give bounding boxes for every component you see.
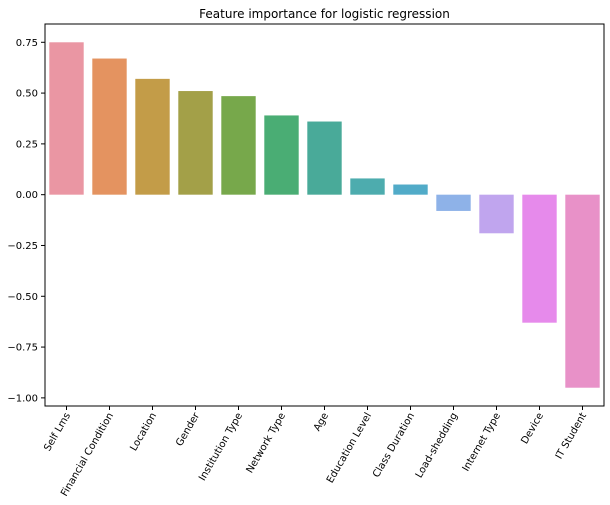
x-tick-label: Internet Type — [461, 411, 503, 474]
bar-institution-type — [221, 96, 256, 195]
x-tick-label: Device — [519, 411, 546, 446]
x-tick-label: Network Type — [245, 411, 288, 475]
y-tick-label: −1.00 — [7, 393, 38, 404]
bar-financial-condition — [92, 58, 127, 195]
x-tick-label: Self Lms — [42, 411, 73, 453]
bar-internet-type — [479, 194, 514, 234]
bar-education-level — [350, 178, 385, 195]
bar-gender — [178, 91, 213, 195]
bar-location — [135, 78, 170, 195]
bar-class-duration — [393, 184, 428, 195]
x-tick-label: Institution Type — [197, 411, 245, 483]
y-tick-label: 0.25 — [16, 139, 38, 150]
y-tick-label: −0.50 — [7, 292, 38, 303]
y-tick-label: −0.75 — [7, 343, 38, 354]
bar-network-type — [264, 115, 299, 195]
x-tick-label: Class Duration — [371, 411, 417, 480]
y-tick-label: 0.50 — [16, 89, 38, 100]
y-tick-label: 0.75 — [16, 38, 38, 49]
bar-it-student — [565, 194, 600, 388]
x-tick-label: IT Student — [554, 411, 589, 461]
plot-frame — [44, 23, 605, 407]
chart-title: Feature importance for logistic regressi… — [199, 7, 450, 21]
bars — [49, 42, 600, 388]
bar-age — [307, 121, 342, 195]
y-tick-label: −0.25 — [7, 241, 38, 252]
bar-load-shedding — [436, 194, 471, 211]
y-axis: −1.00 −0.75 −0.50 −0.25 0.00 0.25 0.50 0.75 — [7, 38, 45, 404]
x-tick-label: Age — [312, 411, 331, 433]
bar-self-lms — [49, 42, 84, 195]
y-tick-label: 0.00 — [16, 190, 38, 201]
x-tick-label: Location — [128, 411, 159, 453]
x-tick-label: Education Level — [325, 411, 374, 485]
x-tick-label: Gender — [174, 410, 202, 448]
x-tick-label: Load-shedding — [414, 411, 460, 480]
bar-device — [522, 194, 557, 323]
